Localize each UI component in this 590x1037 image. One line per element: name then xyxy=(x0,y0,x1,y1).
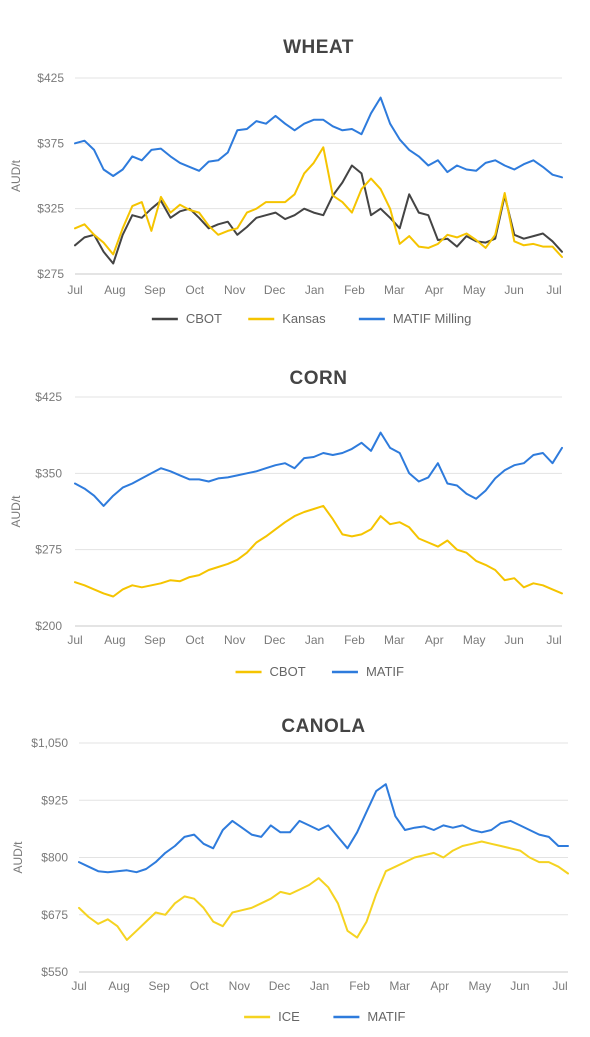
canola-series-line-ice xyxy=(78,840,569,941)
canola-y-tick-label: $675 xyxy=(41,908,68,922)
wheat-chart: WHEAT $425 $375 $325 $275 AUD/t Jul Aug Sep Oct No… xyxy=(9,37,563,326)
canola-x-tick-label: May xyxy=(468,979,491,993)
wheat-x-tick-label: Nov xyxy=(224,283,245,297)
canola-y-axis-label: AUD/t xyxy=(11,841,25,874)
legend-label: CBOT xyxy=(186,311,222,326)
wheat-x-tick-label: Apr xyxy=(425,283,444,297)
wheat-x-tick-label: Jul xyxy=(67,283,82,297)
legend-label: ICE xyxy=(278,1009,300,1024)
wheat-x-tick-label: Dec xyxy=(264,283,285,297)
canola-x-tick-label: Aug xyxy=(108,979,129,993)
wheat-y-axis-label: AUD/t xyxy=(9,159,23,192)
corn-series-line-cbot xyxy=(74,504,563,598)
canola-x-tick-label: Jun xyxy=(510,979,529,993)
legend-label: MATIF xyxy=(367,1009,405,1024)
legend-item-cbot[interactable]: CBOT xyxy=(235,664,306,679)
canola-y-tick-label: $925 xyxy=(41,793,68,807)
legend-item-matif[interactable]: MATIF xyxy=(331,664,404,679)
corn-y-tick-label: $200 xyxy=(35,619,62,633)
canola-x-tick-label: Oct xyxy=(190,979,209,993)
legend-item-matif[interactable]: MATIF xyxy=(333,1009,405,1024)
corn-x-tick-label: Jul xyxy=(67,633,82,647)
canola-y-tick-label: $1,050 xyxy=(31,736,68,750)
wheat-x-tick-label: Oct xyxy=(185,283,204,297)
corn-x-tick-label: Nov xyxy=(224,633,245,647)
corn-y-tick-label: $425 xyxy=(35,390,62,404)
corn-x-tick-label: Feb xyxy=(344,633,365,647)
corn-y-tick-label: $275 xyxy=(35,543,62,557)
legend-item-ice[interactable]: ICE xyxy=(244,1009,300,1024)
corn-chart-title: CORN xyxy=(290,368,348,389)
corn-y-tick-label: $350 xyxy=(35,466,62,480)
corn-x-tick-label: Dec xyxy=(264,633,285,647)
canola-y-tick-label: $550 xyxy=(41,965,68,979)
canola-x-tick-label: Nov xyxy=(229,979,250,993)
canola-x-tick-label: Jul xyxy=(552,979,567,993)
wheat-series-line-cbot xyxy=(74,164,563,265)
corn-x-tick-label: Jun xyxy=(504,633,523,647)
canola-chart-title: CANOLA xyxy=(281,716,365,737)
wheat-y-tick-label: $275 xyxy=(37,267,64,281)
legend-label: MATIF Milling xyxy=(393,311,471,326)
wheat-y-tick-label: $325 xyxy=(37,202,64,216)
canola-x-tick-label: Mar xyxy=(389,979,410,993)
corn-x-tick-label: Jul xyxy=(546,633,561,647)
canola-x-tick-label: Sep xyxy=(148,979,170,993)
wheat-x-tick-label: Aug xyxy=(104,283,125,297)
wheat-x-tick-label: Mar xyxy=(384,283,405,297)
corn-x-tick-label: Sep xyxy=(144,633,166,647)
wheat-series-line-kansas xyxy=(74,146,563,258)
legend-label: MATIF xyxy=(366,664,404,679)
wheat-x-tick-label: Jul xyxy=(546,283,561,297)
wheat-x-tick-label: Jan xyxy=(305,283,324,297)
wheat-x-tick-label: Sep xyxy=(144,283,166,297)
legend-label: CBOT xyxy=(270,664,306,679)
canola-x-tick-label: Jan xyxy=(310,979,329,993)
corn-y-axis-label: AUD/t xyxy=(9,495,23,528)
corn-x-tick-label: Apr xyxy=(425,633,444,647)
corn-chart: CORN $425 $350 $275 $200 AUD/t Jul Aug Sep Oct Nov… xyxy=(9,368,563,679)
legend-item-kansas[interactable]: Kansas xyxy=(248,311,326,326)
legend-item-cbot[interactable]: CBOT xyxy=(151,311,222,326)
wheat-x-tick-label: Jun xyxy=(504,283,523,297)
wheat-chart-title: WHEAT xyxy=(283,37,354,58)
canola-x-tick-label: Apr xyxy=(430,979,449,993)
corn-x-tick-label: Oct xyxy=(185,633,204,647)
canola-x-tick-label: Jul xyxy=(71,979,86,993)
wheat-x-tick-label: May xyxy=(463,283,486,297)
wheat-y-tick-label: $425 xyxy=(37,71,64,85)
wheat-y-tick-label: $375 xyxy=(37,136,64,150)
canola-x-tick-label: Dec xyxy=(269,979,290,993)
canola-series-line-matif xyxy=(78,783,569,874)
corn-x-tick-label: Jan xyxy=(305,633,324,647)
corn-series-line-matif xyxy=(74,431,563,507)
canola-x-tick-label: Feb xyxy=(349,979,370,993)
legend-item-matif-milling[interactable]: MATIF Milling xyxy=(358,311,471,326)
canola-chart: CANOLA $1,050 $925 $800 $675 $550 AUD/t Jul Aug S… xyxy=(11,716,569,1024)
wheat-series-line-matif-milling xyxy=(74,96,563,179)
corn-x-tick-label: May xyxy=(463,633,486,647)
corn-x-tick-label: Mar xyxy=(384,633,405,647)
corn-x-tick-label: Aug xyxy=(104,633,125,647)
legend-label: Kansas xyxy=(282,311,326,326)
wheat-x-tick-label: Feb xyxy=(344,283,365,297)
canola-y-tick-label: $800 xyxy=(41,851,68,865)
